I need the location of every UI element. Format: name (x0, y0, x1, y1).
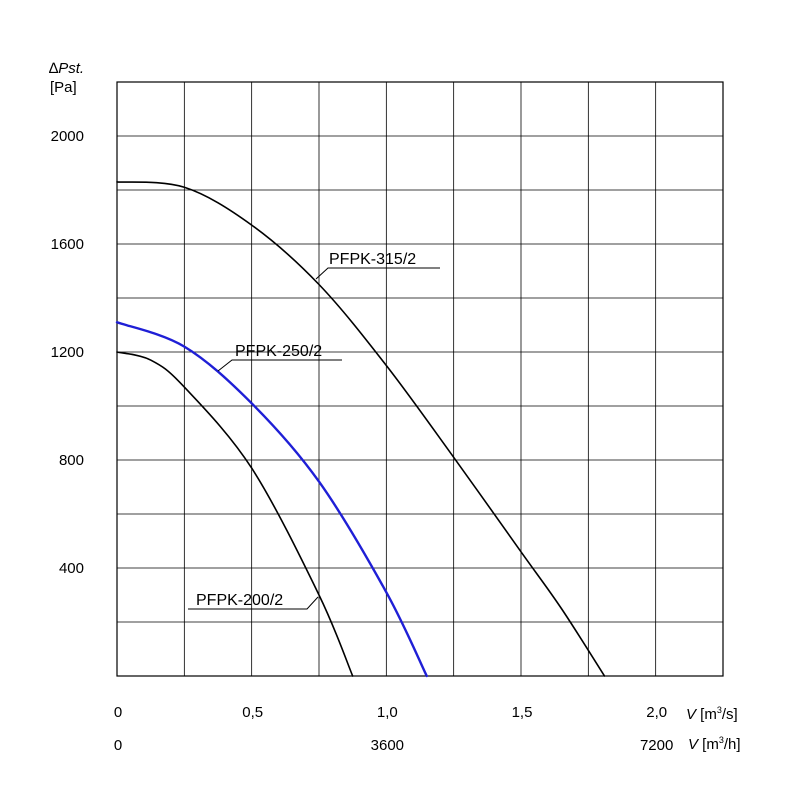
series-line-pfpk-200-2 (116, 351, 354, 677)
y-tick-label: 1200 (51, 344, 84, 361)
x-tick-label: 1,5 (512, 704, 533, 721)
x-axis-label: V [m3/s] (686, 705, 738, 723)
y-axis-label: ∆Pst. (49, 60, 84, 77)
series-label-pfpk-315: PFPK-315/2 (315, 251, 440, 280)
x-ticks-secondary: 0 3600 7200 (114, 737, 674, 754)
series (115, 181, 606, 678)
y-tick-label: 400 (59, 560, 84, 577)
series-label-pfpk-200: PFPK-200/2 (188, 592, 319, 610)
plot-frame (116, 81, 724, 677)
leader-line-pfpk-315 (315, 267, 440, 280)
x-tick-label-secondary: 0 (114, 737, 122, 754)
x-axis-label-secondary: V [m3/h] (688, 735, 741, 753)
x-tick-label: 0 (114, 704, 122, 721)
y-tick-label: 800 (59, 452, 84, 469)
series-line-pfpk-250-2 (115, 321, 428, 678)
series-label-pfpk-250: PFPK-250/2 (217, 343, 342, 372)
x-tick-label: 1,0 (377, 704, 398, 721)
x-tick-label-secondary: 3600 (371, 737, 404, 754)
y-axis-unit: [Pa] (50, 79, 77, 96)
label-pfpk-200: PFPK-200/2 (196, 592, 283, 609)
label-pfpk-250: PFPK-250/2 (235, 343, 322, 360)
x-tick-label: 2,0 (646, 704, 667, 721)
y-tick-label: 2000 (51, 128, 84, 145)
series-line-pfpk-315-2 (116, 181, 606, 677)
x-ticks: 0 0,5 1,0 1,5 2,0 (114, 704, 667, 721)
y-tick-label: 1600 (51, 236, 84, 253)
y-ticks: 400 800 1200 1600 2000 (51, 128, 84, 577)
leader-line-pfpk-250 (217, 359, 342, 372)
grid (117, 82, 723, 676)
x-tick-label-secondary: 7200 (640, 737, 673, 754)
label-pfpk-315: PFPK-315/2 (329, 251, 416, 268)
leader-line-pfpk-200 (188, 596, 319, 610)
x-tick-label: 0,5 (242, 704, 263, 721)
